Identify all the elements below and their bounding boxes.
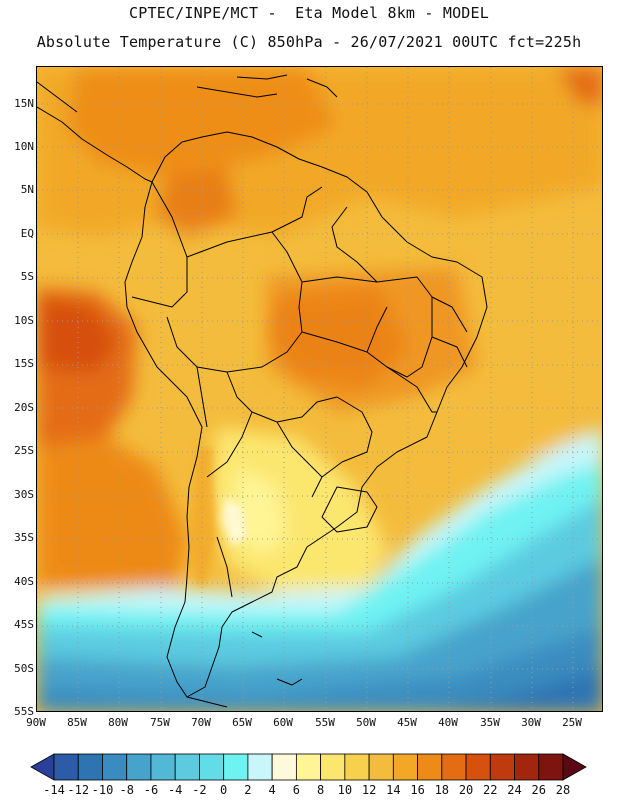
colorbar-tick-label: 0 — [220, 783, 227, 797]
colorbar-cell — [223, 753, 249, 781]
colorbar-tick-label: 10 — [338, 783, 352, 797]
lon-label: 70W — [191, 716, 211, 729]
colorbar-legend: -14 -12 -10 -8 -6 -4 -2 0 2 4 6 8 10 12 14 16 18 20 22 24 26… — [30, 753, 587, 797]
colorbar-high-arrow — [562, 753, 587, 781]
lat-label: EQ — [20, 227, 34, 240]
lon-label: 35W — [480, 716, 500, 729]
lat-label: 5N — [20, 183, 34, 196]
colorbar-cell — [489, 753, 515, 781]
colorbar-cell — [53, 753, 79, 781]
lon-label: 75W — [150, 716, 170, 729]
colorbar-cell — [320, 753, 346, 781]
colorbar-cell — [174, 753, 200, 781]
colorbar-cell — [514, 753, 540, 781]
lon-label: 90W — [26, 716, 46, 729]
colorbar-tick-label: 24 — [507, 783, 521, 797]
colorbar-tick-label: 18 — [435, 783, 449, 797]
colorbar-tick-label: 20 — [459, 783, 473, 797]
lon-label: 50W — [356, 716, 376, 729]
colorbar-cell — [126, 753, 152, 781]
colorbar-tick-label: 28 — [556, 783, 570, 797]
colorbar-cell — [441, 753, 467, 781]
map-panel — [36, 66, 603, 712]
colorbar-cell — [199, 753, 225, 781]
colorbar-low-arrow — [30, 753, 55, 781]
lat-label: 30S — [14, 488, 34, 501]
colorbar-tick-label: 4 — [269, 783, 276, 797]
colorbar-tick-label: 22 — [483, 783, 497, 797]
lat-label: 10N — [14, 140, 34, 153]
colorbar-tick-label: 6 — [293, 783, 300, 797]
lat-label: 25S — [14, 444, 34, 457]
lon-label: 55W — [315, 716, 335, 729]
colorbar-cell — [271, 753, 297, 781]
colorbar-tick-label: -8 — [119, 783, 133, 797]
colorbar-cell — [102, 753, 128, 781]
lat-label: 45S — [14, 618, 34, 631]
colorbar-tick-label: -14 — [43, 783, 65, 797]
colorbar-tick-label: -10 — [92, 783, 114, 797]
colorbar-tick-label: -4 — [168, 783, 182, 797]
lon-label: 60W — [273, 716, 293, 729]
colorbar-cell — [77, 753, 103, 781]
colorbar-cell — [368, 753, 394, 781]
colorbar-cell — [295, 753, 322, 781]
colorbar-tick-label: 12 — [362, 783, 376, 797]
lon-label: 30W — [521, 716, 541, 729]
colorbar-cell — [538, 753, 564, 781]
colorbar-cell — [465, 753, 491, 781]
lon-label: 40W — [438, 716, 458, 729]
coastlines — [37, 74, 488, 708]
lat-label: 15N — [14, 97, 34, 110]
lon-label: 80W — [108, 716, 128, 729]
colorbar-tick-label: -6 — [144, 783, 158, 797]
lat-label: 15S — [14, 357, 34, 370]
temperature-map — [37, 67, 602, 711]
colorbar-tick-label: 14 — [386, 783, 400, 797]
lat-label: 5S — [20, 270, 34, 283]
colorbar-tick-label: 26 — [532, 783, 546, 797]
lat-label: 55S — [14, 705, 34, 718]
lon-label: 25W — [562, 716, 582, 729]
colorbar-tick-label: 2 — [244, 783, 251, 797]
lon-label: 85W — [67, 716, 87, 729]
colorbar-cell — [247, 753, 273, 781]
colorbar-cell — [417, 753, 443, 781]
lat-label: 10S — [14, 314, 34, 327]
lat-label: 20S — [14, 401, 34, 414]
lat-label: 40S — [14, 575, 34, 588]
lon-label: 65W — [232, 716, 252, 729]
colorbar-cell — [150, 753, 176, 781]
colorbar-tick-label: -12 — [67, 783, 89, 797]
title-line-1: CPTEC/INPE/MCT - Eta Model 8km - MODEL — [129, 4, 489, 22]
lat-label: 50S — [14, 662, 34, 675]
colorbar-tick-label: 8 — [317, 783, 324, 797]
colorbar-tick-label: 16 — [410, 783, 424, 797]
title-line-2: Absolute Temperature (C) 850hPa - 26/07/… — [36, 33, 582, 51]
colorbar-cell — [344, 753, 370, 781]
lat-label: 35S — [14, 531, 34, 544]
colorbar-tick-label: -2 — [192, 783, 206, 797]
lon-label: 45W — [397, 716, 417, 729]
colorbar-cell — [392, 753, 418, 781]
